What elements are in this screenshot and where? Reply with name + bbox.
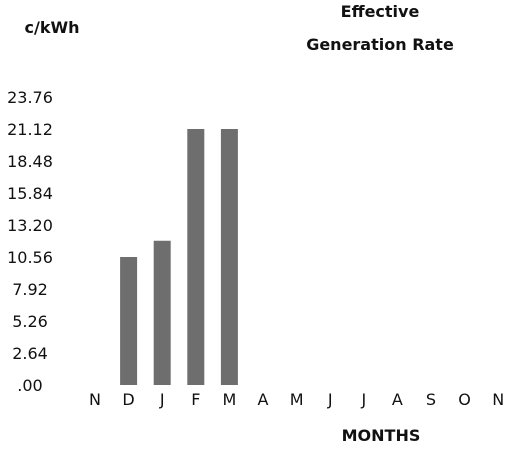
bar xyxy=(120,257,138,385)
y-tick-label: 5.26 xyxy=(12,312,48,331)
chart-title-line: Generation Rate xyxy=(306,35,454,54)
x-tick-label: A xyxy=(258,390,269,409)
y-tick-label: 10.56 xyxy=(7,248,53,267)
y-tick-label: 7.92 xyxy=(12,280,48,299)
x-tick-label: J xyxy=(327,390,333,409)
x-tick-label: M xyxy=(222,390,236,409)
chart-title: Effective Generation Rate xyxy=(306,2,454,54)
x-tick-label: A xyxy=(392,390,403,409)
y-tick-label: 15.84 xyxy=(7,184,53,203)
y-tick-label: 2.64 xyxy=(12,344,48,363)
x-tick-label: N xyxy=(492,390,504,409)
x-tick-label: O xyxy=(458,390,471,409)
chart-title-line: Effective xyxy=(341,2,420,21)
y-axis-ticks: .00 2.64 5.26 7.92 10.56 13.20 15.84 18.48 21.12… xyxy=(7,88,53,395)
y-tick-label: 21.12 xyxy=(7,120,53,139)
x-tick-label: F xyxy=(191,390,200,409)
bar xyxy=(187,129,205,385)
x-tick-label: N xyxy=(89,390,101,409)
x-tick-label: J xyxy=(360,390,366,409)
x-tick-label: M xyxy=(290,390,304,409)
y-axis-label: c/kWh xyxy=(24,18,79,37)
y-tick-label: .00 xyxy=(17,376,42,395)
x-tick-label: S xyxy=(426,390,436,409)
bars xyxy=(120,129,238,385)
bar xyxy=(220,129,238,385)
y-tick-label: 23.76 xyxy=(7,88,53,107)
x-tick-label: J xyxy=(159,390,165,409)
x-tick-label: D xyxy=(122,390,134,409)
y-tick-label: 18.48 xyxy=(7,152,53,171)
y-tick-label: 13.20 xyxy=(7,216,53,235)
x-axis-label: MONTHS xyxy=(342,426,421,445)
bar xyxy=(153,240,171,385)
